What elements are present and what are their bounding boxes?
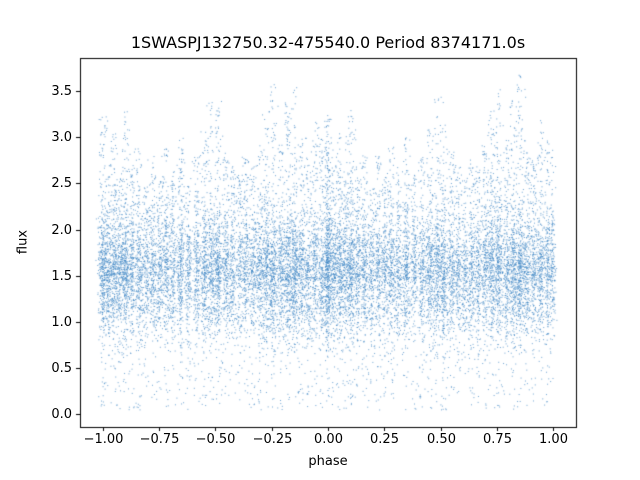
chart-title: 1SWASPJ132750.32-475540.0 Period 8374171… <box>130 33 526 52</box>
y-tick-label: 2.0 <box>51 222 72 238</box>
y-tick-label: 2.5 <box>51 175 72 191</box>
x-tick-label: 0.00 <box>314 432 343 447</box>
x-axis-label: phase <box>308 454 348 469</box>
y-tick-label: 3.0 <box>51 129 72 145</box>
x-tick-label: 0.25 <box>370 432 399 447</box>
x-tick-label: −1.00 <box>83 432 124 447</box>
x-tick-label: 0.50 <box>427 432 456 447</box>
y-tick-label: 1.0 <box>51 314 72 330</box>
x-tick-label: −0.75 <box>139 432 180 447</box>
y-tick-label: 0.5 <box>51 360 72 376</box>
y-tick-label: 3.5 <box>51 83 72 99</box>
x-tick-label: 0.75 <box>483 432 512 447</box>
y-tick-label: 1.5 <box>51 268 72 284</box>
x-tick-label: −0.25 <box>252 432 293 447</box>
x-tick-label: 1.00 <box>539 432 568 447</box>
y-tick-label: 0.0 <box>51 406 72 422</box>
x-tick-label: −0.50 <box>195 432 236 447</box>
